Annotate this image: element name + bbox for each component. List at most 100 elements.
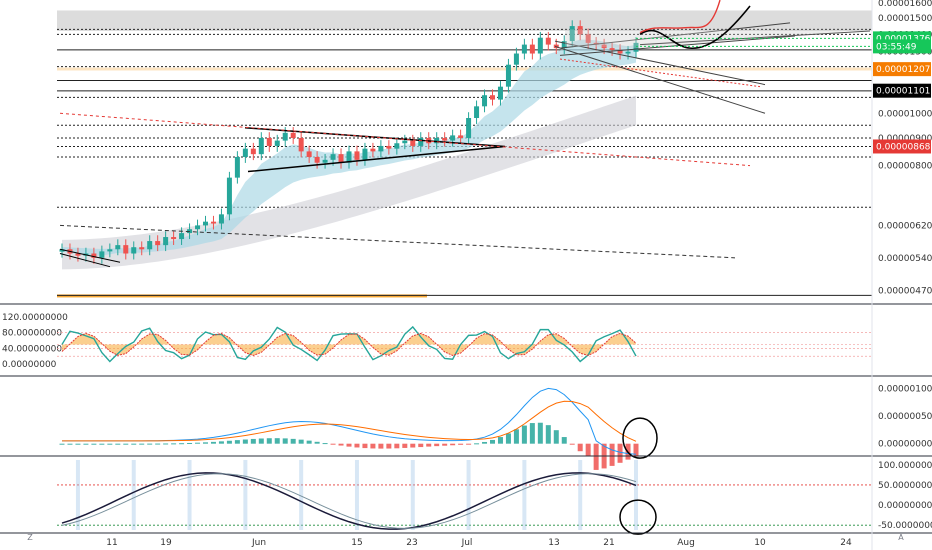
candle-body [226,177,232,215]
macd-histogram-bar [147,443,153,445]
channel-line [559,22,791,49]
candle-body [529,44,535,54]
macd-histogram-bar [218,441,224,444]
main-price-pane[interactable]: 0.000016000.000015000.000014000.00001300… [57,0,932,298]
time-axis[interactable]: 11 19 Jun 15 23 Jul 13 21 Aug 10 24 [106,538,852,548]
candle-body [497,86,503,100]
candle-body [466,118,472,138]
candle-body [482,95,488,107]
macd-histogram-bar [99,443,105,445]
candle-body [338,154,344,163]
candle-body [306,151,312,157]
price-tag-label: 0.00000868 [876,142,931,152]
auto-scale-button[interactable]: A [898,533,904,542]
candle-body [203,221,208,226]
candle-body [505,64,511,87]
candle-body [322,159,328,163]
macd-histogram-bar [585,443,591,457]
macd-histogram-bar [545,425,551,444]
candle-body [609,48,615,50]
channel-line [554,40,766,86]
stoch-highlight-bar [410,460,415,530]
candle-body [418,137,424,146]
macd-histogram-bar [83,443,89,445]
candle-body [633,42,639,52]
candle-body [521,44,527,54]
macd-histogram-bar [537,422,543,444]
time-tick-label: 24 [840,538,852,548]
macd-histogram-bar [258,438,264,444]
stoch-highlight-bar [243,460,248,530]
red-trendline [559,58,761,88]
candle-body [298,137,304,152]
candle-body [362,148,368,160]
macd-histogram-bar [195,442,201,444]
oscillator-pane[interactable]: 120.00000000 80.00000000 40.00000000 0.0000… [2,313,872,370]
macd-histogram-bar [203,442,208,444]
price-tick-label: 0.00001500 [878,14,932,24]
zoom-button[interactable]: Z [27,533,33,542]
candle-body [577,26,583,35]
macd-histogram-bar [107,443,113,445]
candle-body [131,247,137,254]
channel-line [559,35,796,56]
resistance-zone [57,10,872,31]
osc-tick-label: 80.00000000 [2,329,62,339]
candle-body [75,253,81,256]
macd-histogram-bar [322,443,328,445]
macd-histogram-bar [482,441,488,444]
black-projection [639,5,751,49]
macd-histogram-bar [426,443,432,447]
price-tick-label: 0.00000800 [878,162,932,172]
candle-body [354,151,360,160]
candle-body [218,214,224,224]
osc-signal-line [61,332,637,356]
macd-histogram-bar [609,443,615,466]
macd-histogram-bar [402,443,408,448]
candle-body [155,241,161,246]
candle-body [625,51,631,54]
price-tag-label: 0.00001207 [876,65,930,75]
wedge-edge [639,30,871,46]
candle-body [99,251,105,258]
stoch-k-line [61,472,637,530]
price-tag [873,39,931,54]
candle-body [442,137,448,141]
stochastic-pane[interactable]: 100.00000000 50.00000000 0.00000000 -50.000… [57,460,932,535]
macd-histogram-bar [91,443,97,445]
macd-histogram-bar [139,443,145,445]
macd-histogram-bar [163,443,169,445]
candle-body [210,221,216,224]
dashed-trendline [59,224,736,259]
trendline [59,248,121,263]
macd-histogram-bar [450,443,456,446]
macd-histogram-bar [370,443,376,449]
candle-body [163,237,169,246]
price-tick-label: 0.00001600 [878,0,932,9]
macd-histogram-bar [59,443,65,445]
macd-histogram-bar [418,443,424,448]
candle-body [617,49,623,54]
price-tag-label: 0.00001101 [876,87,930,97]
macd-histogram-bar [75,443,81,445]
price-tag [873,83,931,98]
macd-histogram-bar [187,442,193,444]
candle-body [601,44,607,49]
macd-histogram-bar [378,443,384,449]
macd-histogram-bar [290,438,296,444]
osc-tick-label: 120.00000000 [2,313,68,323]
macd-histogram-bar [362,443,368,449]
stoch-tick-label: 0.00000000 [878,501,932,511]
macd-histogram-bar [306,440,312,444]
candle-body [242,148,248,157]
candle-body [386,145,392,149]
macd-histogram-bar [505,433,511,444]
time-tick-label: Jul [461,538,473,548]
osc-tick-label: 0.00000000 [2,360,57,370]
candle-body [274,140,280,146]
macd-histogram-bar [569,443,575,445]
price-tag-label: 03:55:49 [876,42,917,52]
macd-histogram-bar [354,443,360,448]
stoch-highlight-bar [578,460,583,530]
